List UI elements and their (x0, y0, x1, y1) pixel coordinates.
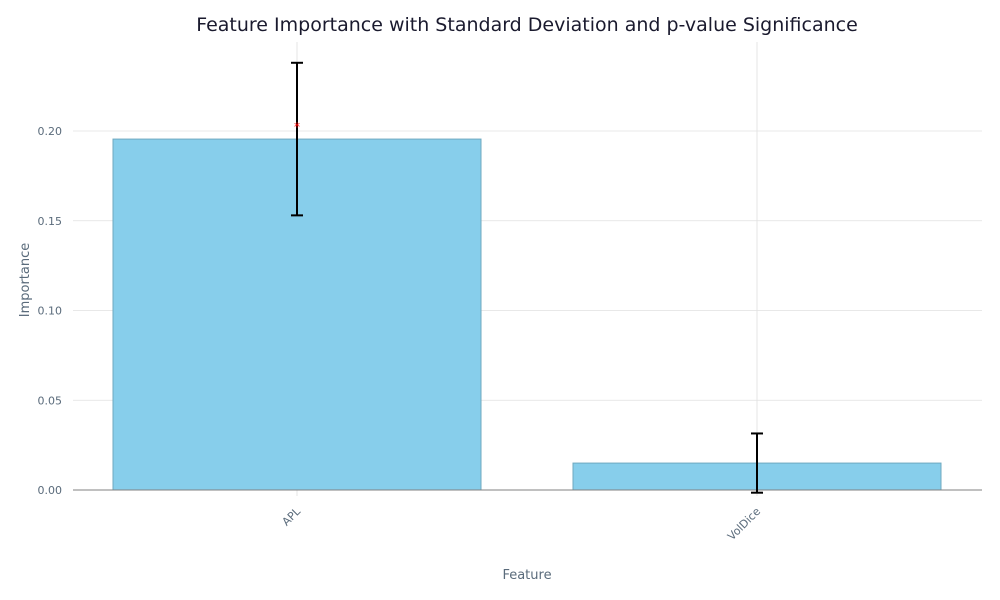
y-axis-title: Importance (18, 243, 33, 318)
significance-marker: * (294, 120, 300, 134)
x-tick-label: APL (280, 504, 304, 528)
error-bars (291, 61, 763, 494)
x-axis-title: Feature (502, 568, 551, 583)
y-tick-label: 0.00 (38, 484, 63, 497)
significance-markers: * (294, 120, 300, 134)
bars (112, 138, 942, 491)
y-tick-label: 0.20 (38, 125, 63, 138)
y-tick-label: 0.15 (38, 215, 63, 228)
x-tick-label: VolDice (725, 505, 763, 543)
y-tick-label: 0.05 (38, 394, 63, 407)
chart-title: Feature Importance with Standard Deviati… (196, 14, 858, 36)
y-tick-label: 0.10 (38, 305, 63, 318)
